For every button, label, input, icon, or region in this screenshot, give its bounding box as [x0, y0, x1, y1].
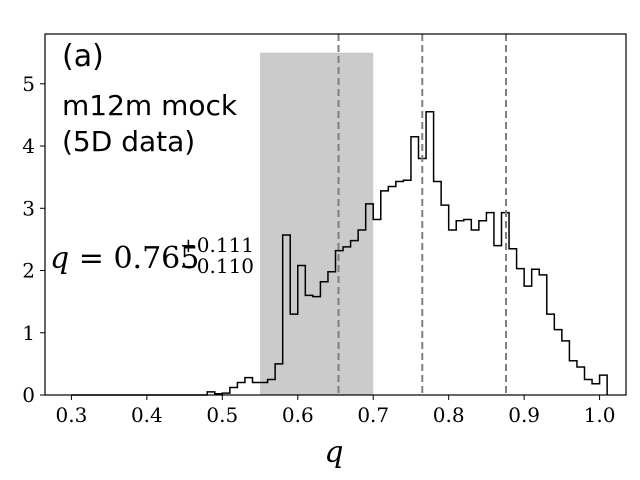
formula-upper: +0.111 [180, 233, 254, 257]
x-axis-label: q [324, 435, 343, 470]
formula-equals: = [79, 241, 114, 276]
x-tick-label-4: 0.7 [357, 403, 389, 427]
plot-area [44, 33, 627, 396]
y-tick-label-1: 1 [22, 321, 35, 345]
y-tick-label-2: 2 [22, 259, 35, 283]
formula-symbol: q [50, 241, 69, 276]
axes-frame [44, 33, 627, 396]
x-tick-label-2: 0.5 [206, 403, 238, 427]
x-tick-label-5: 0.8 [433, 403, 465, 427]
axis-ticks: 0.3 0.4 0.5 0.6 0.7 0.8 0.9 1.0 0 1 2 3 4 5 [22, 72, 615, 427]
y-tick-label-5: 5 [22, 72, 35, 96]
annotation-line-1: m12m mock [62, 89, 238, 122]
x-tick-label-0: 0.3 [56, 403, 88, 427]
x-tick-label-3: 0.6 [282, 403, 314, 427]
y-tick-label-0: 0 [22, 383, 35, 407]
svg-text:q = 0.765: q = 0.765 [50, 241, 199, 276]
y-tick-label-3: 3 [22, 196, 35, 220]
x-tick-label-6: 0.9 [508, 403, 540, 427]
result-formula: q = 0.765 +0.111 −0.110 [50, 233, 254, 278]
formula-lower: −0.110 [180, 254, 254, 278]
shaded-band [260, 52, 374, 395]
x-tick-label-1: 0.4 [131, 403, 163, 427]
annotation-line-2: (5D data) [62, 125, 195, 158]
histogram-step [71, 111, 608, 396]
panel-tag: (a) [62, 39, 104, 74]
formula-value: 0.765 [113, 241, 199, 276]
y-tick-label-4: 4 [22, 134, 35, 158]
x-tick-label-7: 1.0 [584, 403, 616, 427]
